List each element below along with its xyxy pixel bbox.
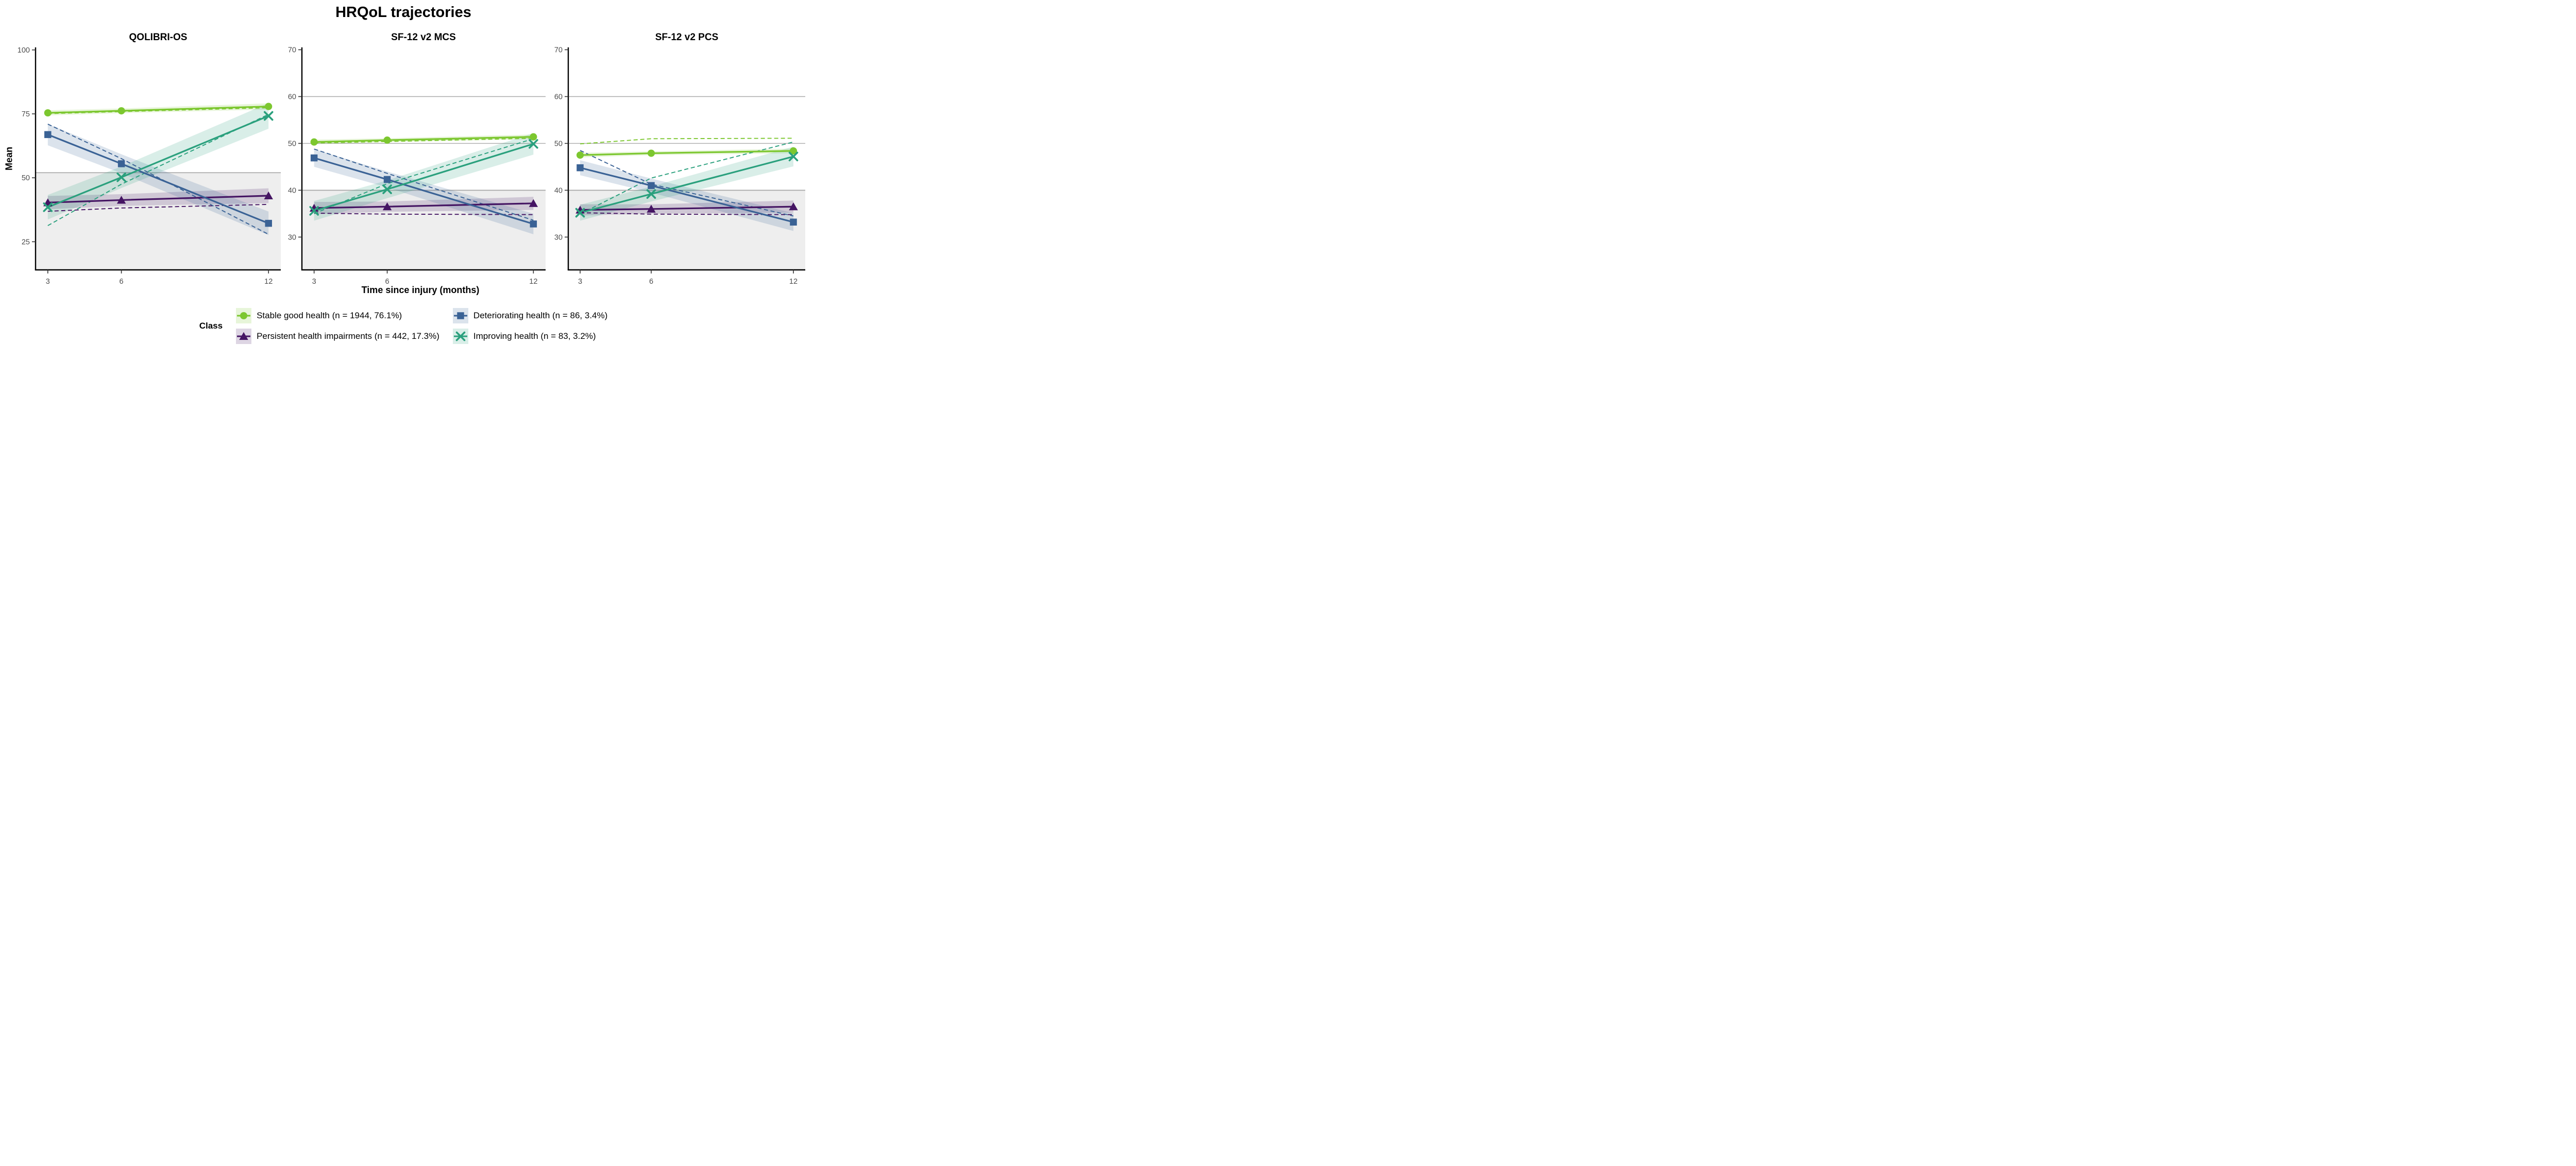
legend-label: Deteriorating health (n = 86, 3.4%) [473, 311, 608, 320]
improving-health-key-icon [452, 329, 468, 344]
svg-text:50: 50 [554, 140, 563, 148]
legend-item-improving-health: Improving health (n = 83, 3.2%) [452, 329, 607, 344]
chart-title: HRQoL trajectories [335, 4, 471, 21]
legend-label: Stable good health (n = 1944, 76.1%) [257, 311, 402, 320]
svg-text:70: 70 [288, 46, 296, 55]
svg-text:70: 70 [554, 46, 563, 55]
svg-text:100: 100 [18, 46, 30, 55]
svg-text:3: 3 [312, 278, 316, 286]
panel-title-qolibri-os: QOLIBRI-OS [129, 32, 188, 43]
legend-item-persistent-impairments: Persistent health impairments (n = 442, … [236, 329, 439, 344]
svg-text:12: 12 [529, 278, 537, 286]
svg-text:60: 60 [288, 93, 296, 101]
x-axis-label: Time since injury (months) [361, 285, 480, 295]
legend-item-deteriorating-health: Deteriorating health (n = 86, 3.4%) [452, 308, 608, 323]
panel-plot-sf12-pcs: 30 40 50 60 70 3 6 12 [554, 46, 805, 286]
svg-text:6: 6 [649, 278, 653, 286]
panel-title-sf12-pcs: SF-12 v2 PCS [655, 32, 719, 43]
stable-good-health-key-icon [236, 308, 252, 323]
svg-text:75: 75 [22, 110, 30, 118]
svg-text:50: 50 [288, 140, 296, 148]
legend-column-1: Stable good health (n = 1944, 76.1%) Per… [236, 308, 439, 344]
svg-text:3: 3 [46, 278, 50, 286]
svg-text:40: 40 [554, 186, 563, 195]
deteriorating-health-key-icon [452, 308, 468, 323]
persistent-impairments-key-icon [236, 329, 252, 344]
legend-label: Improving health (n = 83, 3.2%) [473, 331, 596, 341]
legend-item-stable-good-health: Stable good health (n = 1944, 76.1%) [236, 308, 439, 323]
legend: Class Stable good health (n = 1944, 76.1… [0, 308, 807, 344]
svg-text:25: 25 [22, 238, 30, 246]
y-axis-label: Mean [4, 146, 14, 171]
svg-text:50: 50 [22, 174, 30, 182]
svg-text:3: 3 [578, 278, 582, 286]
panel-plot-qolibri-os: 25 50 75 100 3 6 12 [18, 46, 281, 286]
svg-text:6: 6 [385, 278, 389, 286]
legend-label: Persistent health impairments (n = 442, … [257, 331, 439, 341]
svg-text:12: 12 [789, 278, 798, 286]
svg-text:30: 30 [554, 233, 563, 242]
svg-text:6: 6 [120, 278, 124, 286]
panel-title-sf12-mcs: SF-12 v2 MCS [391, 32, 456, 43]
svg-text:60: 60 [554, 93, 563, 101]
svg-text:12: 12 [264, 278, 273, 286]
svg-text:40: 40 [288, 186, 296, 195]
svg-text:30: 30 [288, 233, 296, 242]
legend-title: Class [199, 321, 223, 331]
legend-column-2: Deteriorating health (n = 86, 3.4%) Impr… [452, 308, 608, 344]
panel-plot-sf12-mcs: 30 40 50 60 70 3 6 12 [288, 46, 546, 286]
